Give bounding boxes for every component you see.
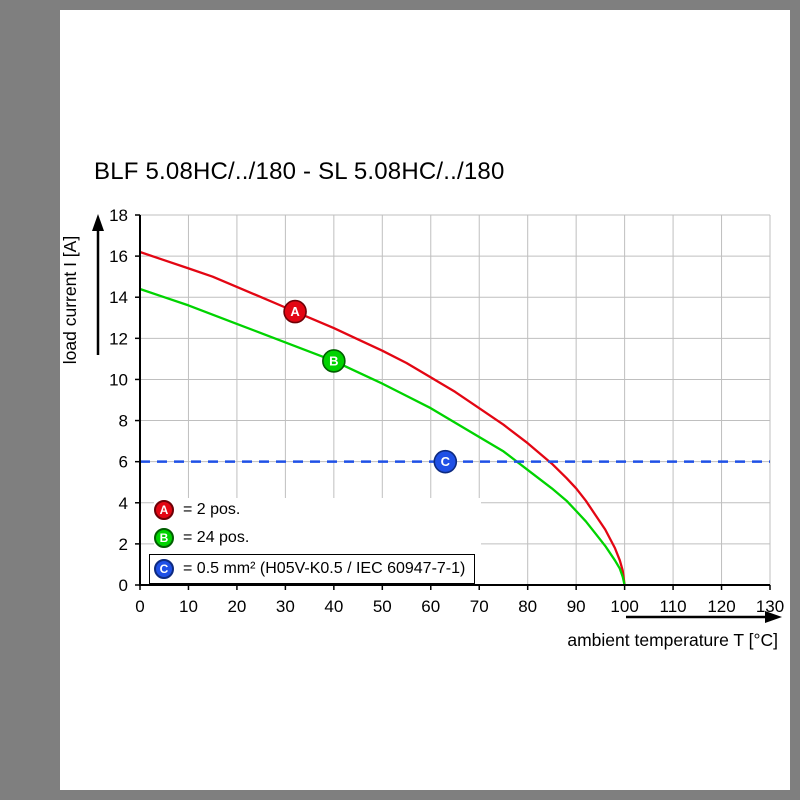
x-tick-label: 0 — [135, 597, 144, 616]
y-tick-label: 0 — [119, 576, 128, 595]
x-tick-label: 40 — [324, 597, 343, 616]
legend-row-b: B = 24 pos. — [154, 526, 475, 550]
y-tick-label: 4 — [119, 494, 128, 513]
y-axis-arrowhead-icon — [92, 214, 104, 231]
x-tick-label: 20 — [227, 597, 246, 616]
x-tick-label: 60 — [421, 597, 440, 616]
x-tick-label: 70 — [470, 597, 489, 616]
curve-A — [139, 250, 626, 586]
x-axis-arrowhead-icon — [765, 611, 782, 623]
marker-C-icon — [433, 449, 458, 474]
legend-label-c: = 0.5 mm² (H05V-K0.5 / IEC 60947-7-1) — [183, 560, 466, 577]
y-tick-label: 14 — [109, 288, 128, 307]
y-tick-label: 6 — [119, 453, 128, 472]
y-tick-label: 18 — [109, 206, 128, 225]
y-tick-label: 10 — [109, 370, 128, 389]
y-tick-label: 2 — [119, 535, 128, 554]
y-tick-label: 12 — [109, 329, 128, 348]
legend-label-a: = 2 pos. — [183, 501, 241, 518]
marker-C-letter: C — [441, 454, 451, 469]
chart-title: BLF 5.08HC/../180 - SL 5.08HC/../180 — [94, 158, 505, 185]
x-tick-label: 130 — [756, 597, 784, 616]
marker-A-letter: A — [290, 304, 300, 319]
legend-row-a: A = 2 pos. — [154, 498, 475, 522]
legend-marker-b-icon: B — [154, 528, 174, 548]
x-tick-label: 50 — [373, 597, 392, 616]
legend-marker-c-icon: C — [154, 559, 174, 579]
marker-B-letter: B — [329, 353, 338, 368]
x-tick-label: 30 — [276, 597, 295, 616]
x-tick-label: 80 — [518, 597, 537, 616]
x-tick-label: 100 — [610, 597, 638, 616]
x-tick-label: 90 — [567, 597, 586, 616]
legend-row-c: C = 0.5 mm² (H05V-K0.5 / IEC 60947-7-1) — [149, 554, 476, 584]
chart-legend: A = 2 pos. B = 24 pos. C = 0.5 mm² (H05V… — [149, 498, 482, 584]
x-tick-label: 10 — [179, 597, 198, 616]
x-axis-title: ambient temperature T [°C] — [567, 630, 778, 650]
x-tick-label: 110 — [660, 597, 687, 616]
curve-B — [139, 287, 626, 586]
x-tick-label: 120 — [707, 597, 735, 616]
chart-panel: BLF 5.08HC/../180 - SL 5.08HC/../180 0 10… — [60, 10, 790, 790]
y-tick-label: 8 — [119, 412, 128, 431]
y-axis-title: load current I [A] — [60, 236, 80, 364]
legend-marker-a-icon: A — [154, 500, 174, 520]
marker-A-icon — [283, 299, 307, 324]
marker-B-icon — [322, 349, 346, 373]
y-tick-label: 16 — [109, 247, 128, 266]
legend-label-b: = 24 pos. — [183, 529, 250, 546]
derating-chart: 0 10 20 30 40 50 60 70 80 90 100 110 120 130 0 2 4 6 8 10 12… — [60, 206, 784, 650]
